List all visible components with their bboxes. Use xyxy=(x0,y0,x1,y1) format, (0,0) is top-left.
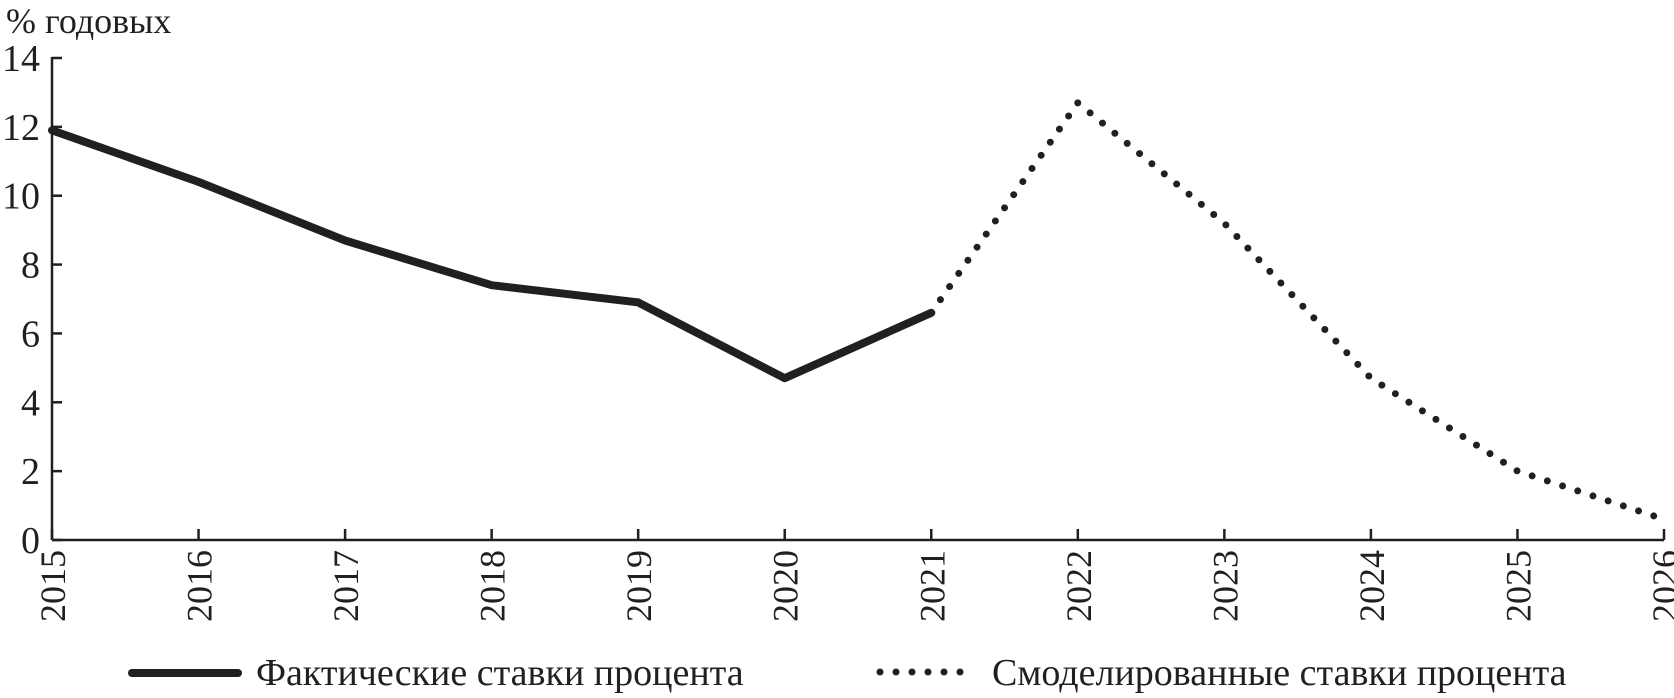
x-tick-label-2020: 2020 xyxy=(766,550,806,622)
x-tick-label-2015: 2015 xyxy=(33,550,73,622)
y-tick-label-2: 2 xyxy=(21,451,40,493)
series-line-actual xyxy=(52,130,931,378)
x-tick-label-2025: 2025 xyxy=(1498,550,1538,622)
y-tick-label-8: 8 xyxy=(21,245,40,287)
legend-label-actual: Фактические ставки процента xyxy=(256,652,744,693)
y-tick-label-12: 12 xyxy=(2,107,40,149)
y-tick-label-10: 10 xyxy=(2,176,40,218)
x-tick-label-2023: 2023 xyxy=(1205,550,1245,622)
x-tick-label-2018: 2018 xyxy=(473,550,513,622)
y-tick-label-6: 6 xyxy=(21,313,40,355)
y-axis-unit-label: % годовых xyxy=(6,1,171,41)
y-tick-label-14: 14 xyxy=(2,38,40,80)
x-tick-label-2016: 2016 xyxy=(180,550,220,622)
x-tick-label-2019: 2019 xyxy=(619,550,659,622)
x-tick-label-2021: 2021 xyxy=(912,550,952,622)
x-ticks: 2015 2016 2017 2018 2019 2020 2021 2022 2023 2024… xyxy=(33,529,1674,622)
x-tick-label-2017: 2017 xyxy=(326,550,366,622)
series-layer xyxy=(52,103,1664,520)
legend: Фактические ставки процента Смоделирован… xyxy=(132,652,1567,693)
legend-label-modeled: Смоделированные ставки процента xyxy=(992,652,1567,693)
series-line-modeled xyxy=(931,103,1664,520)
x-tick-label-2026: 2026 xyxy=(1645,550,1674,622)
y-tick-label-4: 4 xyxy=(21,382,40,424)
x-tick-label-2022: 2022 xyxy=(1059,550,1099,622)
x-tick-label-2024: 2024 xyxy=(1352,550,1392,622)
